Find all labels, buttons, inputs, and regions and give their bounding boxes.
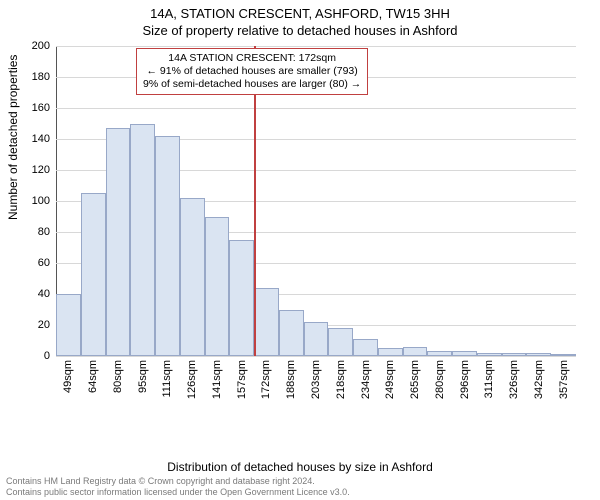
x-tick-label: 280sqm [434, 360, 446, 399]
histogram-bar [304, 322, 329, 356]
histogram-bar [502, 353, 527, 356]
x-tick-label: 111sqm [161, 360, 173, 398]
x-tick-label: 157sqm [236, 360, 248, 399]
annotation-line: ← 91% of detached houses are smaller (79… [143, 65, 361, 78]
histogram-bar [229, 240, 254, 356]
histogram-bar [279, 310, 304, 357]
annotation-line: 14A STATION CRESCENT: 172sqm [143, 52, 361, 65]
annotation-box: 14A STATION CRESCENT: 172sqm ← 91% of de… [136, 48, 368, 95]
x-axis-label: Distribution of detached houses by size … [0, 460, 600, 474]
histogram-bar [205, 217, 230, 357]
histogram-bar [106, 128, 131, 356]
histogram-bar [477, 353, 502, 356]
footer-line: Contains public sector information licen… [6, 487, 350, 498]
histogram-bar [378, 348, 403, 356]
x-tick-label: 342sqm [533, 360, 545, 399]
histogram-bar [155, 136, 180, 356]
y-tick-label: 20 [38, 319, 50, 331]
y-tick-label: 40 [38, 288, 50, 300]
page-title: 14A, STATION CRESCENT, ASHFORD, TW15 3HH [0, 0, 600, 21]
x-tick-label: 265sqm [409, 360, 421, 399]
histogram-bar [56, 294, 81, 356]
page-subtitle: Size of property relative to detached ho… [0, 21, 600, 38]
gridline [56, 46, 576, 47]
x-tick-label: 188sqm [285, 360, 297, 399]
histogram-bar [328, 328, 353, 356]
histogram-chart: 02040608010012014016018020049sqm64sqm80s… [56, 46, 576, 406]
x-tick-label: 49sqm [62, 360, 74, 393]
x-tick-label: 218sqm [335, 360, 347, 399]
y-tick-label: 80 [38, 226, 50, 238]
y-tick-label: 140 [32, 133, 50, 145]
histogram-bar [452, 351, 477, 356]
y-tick-label: 0 [44, 350, 50, 362]
gridline [56, 108, 576, 109]
x-tick-label: 64sqm [87, 360, 99, 393]
histogram-bar [130, 124, 155, 357]
y-tick-label: 100 [32, 195, 50, 207]
y-tick-label: 200 [32, 40, 50, 52]
x-tick-label: 326sqm [508, 360, 520, 399]
x-tick-label: 126sqm [186, 360, 198, 399]
histogram-bar [180, 198, 205, 356]
x-tick-label: 172sqm [260, 360, 272, 399]
x-tick-label: 234sqm [360, 360, 372, 399]
y-axis-label: Number of detached properties [6, 55, 20, 220]
x-tick-label: 141sqm [211, 360, 223, 399]
histogram-bar [526, 353, 551, 356]
annotation-line: 9% of semi-detached houses are larger (8… [143, 78, 361, 91]
y-tick-label: 60 [38, 257, 50, 269]
x-tick-label: 249sqm [384, 360, 396, 399]
x-tick-label: 296sqm [459, 360, 471, 399]
histogram-bar [427, 351, 452, 356]
histogram-bar [403, 347, 428, 356]
x-tick-label: 311sqm [483, 360, 495, 398]
footer-attribution: Contains HM Land Registry data © Crown c… [6, 476, 350, 498]
footer-line: Contains HM Land Registry data © Crown c… [6, 476, 350, 487]
histogram-bar [254, 288, 279, 356]
x-tick-label: 95sqm [137, 360, 149, 393]
y-tick-label: 120 [32, 164, 50, 176]
x-tick-label: 357sqm [558, 360, 570, 399]
gridline [56, 356, 576, 357]
y-tick-label: 160 [32, 102, 50, 114]
histogram-bar [353, 339, 378, 356]
histogram-bar [81, 193, 106, 356]
x-tick-label: 80sqm [112, 360, 124, 393]
x-tick-label: 203sqm [310, 360, 322, 399]
histogram-bar [551, 354, 576, 356]
y-tick-label: 180 [32, 71, 50, 83]
